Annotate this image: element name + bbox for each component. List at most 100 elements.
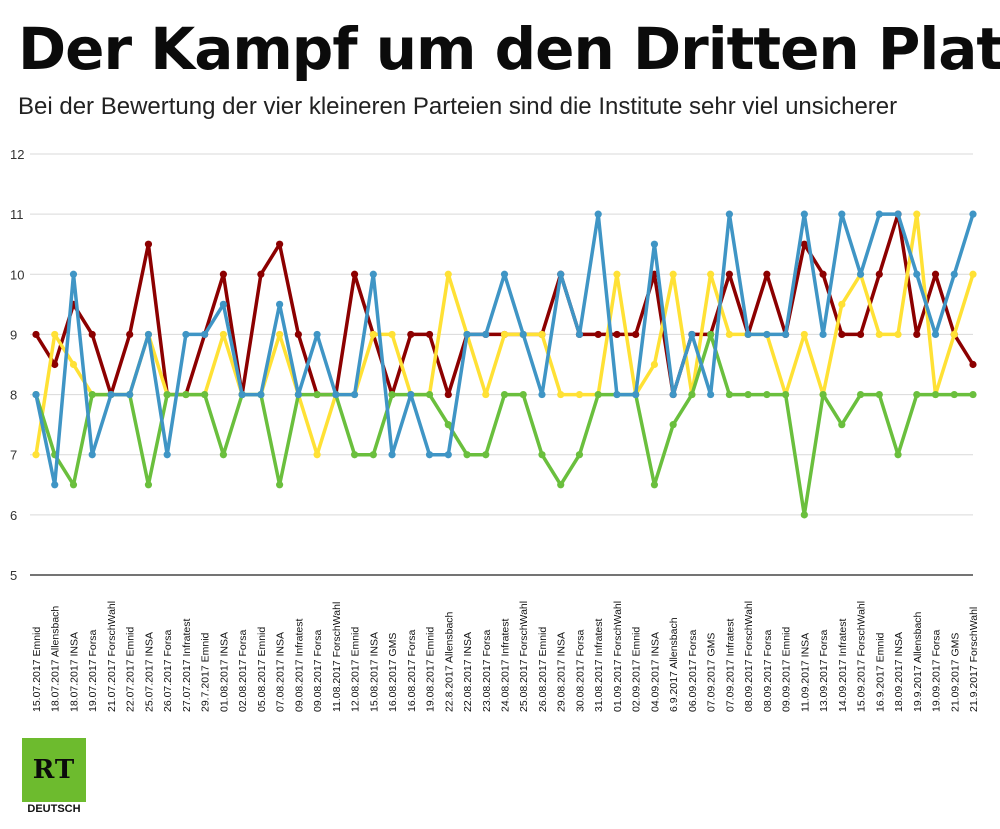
x-tick-label: 22.8.2017 Allensbach [443,611,455,712]
x-tick-label: 19.09.2017 Forsa [931,630,943,712]
x-tick-label: 05.08.2017 Emnid [256,627,268,712]
data-point [838,210,846,218]
data-point [500,270,509,278]
data-point [875,390,883,399]
x-tick-label: 09.09.2017 Emnid [781,627,793,712]
x-tick-label: 08.09.2017 ForschWahl [743,601,755,712]
data-point [763,390,771,399]
data-point [800,330,808,339]
data-point [725,210,733,218]
data-point [201,390,209,399]
data-point [313,451,321,459]
data-point [407,390,415,399]
x-tick-label: 30.08.2017 Forsa [574,630,586,712]
x-tick-label: 04.09.2017 INSA [649,632,661,712]
data-point [519,390,527,399]
x-tick-label: 21.9.2017 ForschWahl [968,607,980,712]
data-point [500,390,509,399]
x-tick-label: 29.08.2017 INSA [556,632,568,712]
series-line [34,332,975,517]
x-tick-label: 15.09.2017 ForschWahl [856,601,868,712]
series-4 [32,210,977,489]
data-point [950,270,958,278]
data-point [969,390,977,399]
data-point [613,390,621,399]
x-tick-label: 18.07.2017 INSA [68,632,80,712]
data-point [182,390,190,399]
x-tick-label: 25.07.2017 INSA [143,632,155,712]
data-point [201,330,209,339]
data-point [707,390,715,399]
data-point [276,240,284,248]
x-tick-label: 16.9.2017 Emnid [874,632,886,712]
data-point [276,481,284,489]
y-tick-label: 7 [10,448,17,463]
data-point [557,481,565,489]
y-tick-label: 11 [10,207,24,222]
data-point [388,390,396,399]
data-point [51,481,59,489]
x-tick-label: 01.08.2017 INSA [218,632,230,712]
data-point [969,210,977,218]
data-point [482,451,490,459]
data-point [800,511,808,519]
data-point [594,210,602,218]
y-tick-label: 5 [10,568,17,583]
x-tick-label: 13.09.2017 Forsa [818,630,830,712]
data-point [575,390,584,399]
data-point [725,270,733,278]
data-point [838,330,846,339]
data-point [88,451,96,459]
x-tick-label: 21.09.2017 GMS [949,633,961,712]
data-point [257,270,265,278]
data-point [144,330,153,339]
data-point [931,270,940,278]
x-tick-label: 06.09.2017 Forsa [687,630,699,712]
x-tick-label: 6.9.2017 Allensbach [668,617,680,712]
data-point [744,390,752,399]
data-point [632,330,640,339]
data-point [32,330,40,339]
data-point [931,330,940,339]
x-tick-label: 23.08.2017 Forsa [481,630,493,712]
data-point [613,330,621,339]
x-tick-label: 09.08.2017 Infratest [293,619,305,712]
data-point [725,390,733,399]
data-point [688,390,696,399]
x-tick-label: 29.7.2017 Emnid [200,632,212,712]
data-point [763,270,771,278]
data-point [669,421,677,429]
x-tick-label: 16.08.2017 GMS [387,633,399,712]
data-point [88,390,96,399]
data-point [800,240,808,248]
data-point [69,360,78,369]
data-point [444,451,452,459]
data-point [894,330,902,339]
data-point [69,270,78,278]
data-point [238,390,246,399]
data-point [388,330,396,339]
x-tick-label: 22.08.2017 INSA [462,632,474,712]
data-point [969,270,977,278]
data-point [819,270,827,278]
data-point [575,330,584,339]
x-tick-label: 18.07.2017 Allensbach [50,606,62,712]
y-tick-label: 9 [10,327,17,342]
data-point [913,270,921,278]
data-point [669,390,677,399]
data-point [425,330,434,339]
data-point [856,330,865,339]
data-point [257,390,265,399]
x-tick-label: 09.08.2017 Forsa [312,630,324,712]
x-tick-label: 07.09.2017 Infratest [724,619,736,712]
data-point [613,270,621,278]
data-point [557,270,565,278]
data-point [51,330,59,339]
x-tick-label: 14.09.2017 Infratest [837,619,849,712]
data-point [51,360,59,369]
y-tick-label: 12 [10,147,24,162]
data-point [856,390,865,399]
x-tick-label: 27.07.2017 Infratest [181,619,193,712]
x-tick-label: 15.07.2017 Emnid [31,627,43,712]
